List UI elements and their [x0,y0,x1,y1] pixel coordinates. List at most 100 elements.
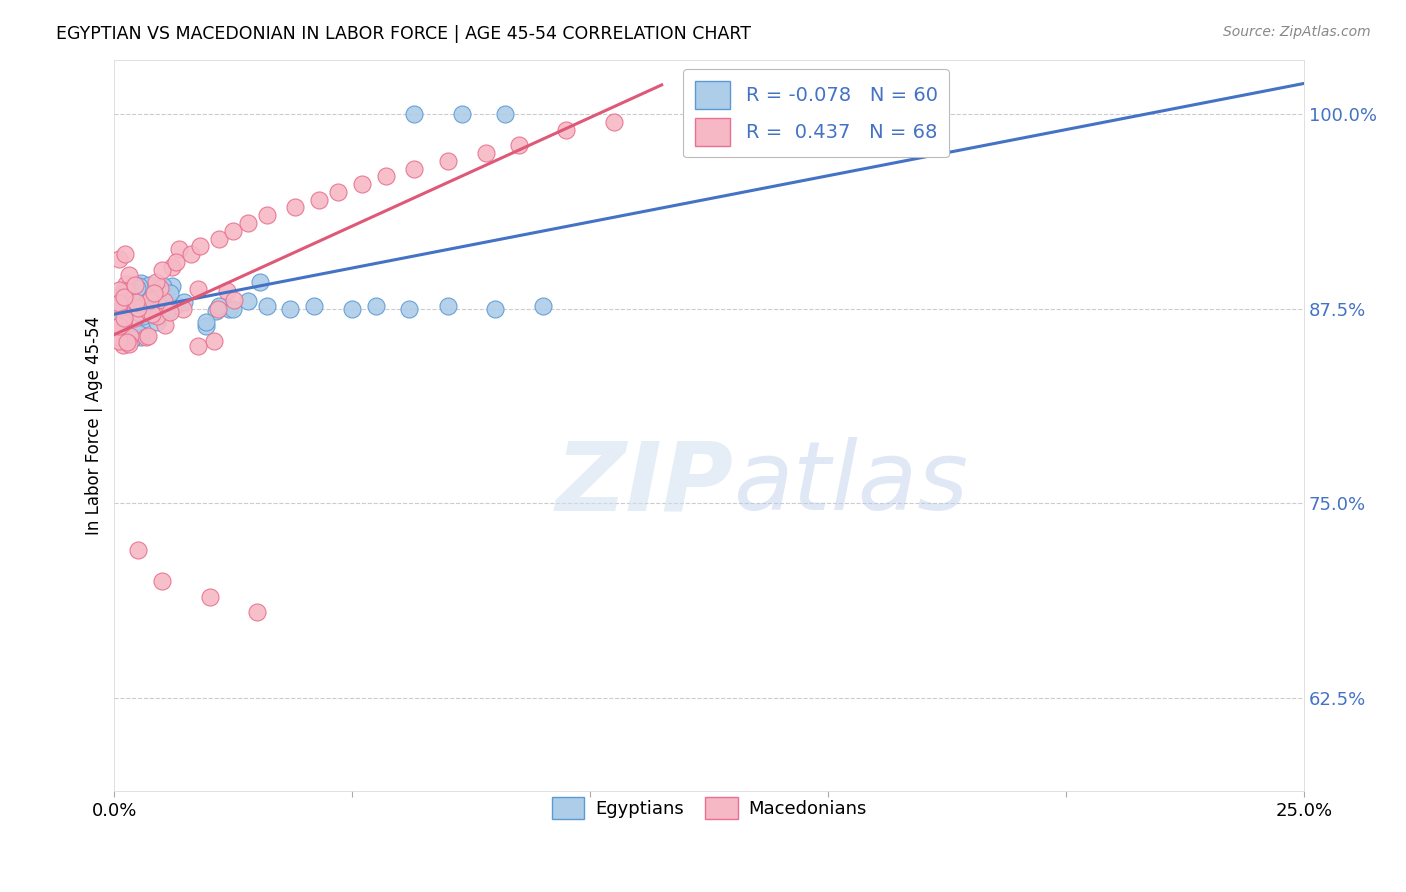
Point [139,293,162,307]
Point [246,605,269,619]
Point [494,107,516,121]
Point [284,201,307,215]
Point [135,303,157,318]
Point [112,283,135,297]
Point [194,319,217,334]
Point [165,298,187,312]
Point [108,329,131,343]
Point [256,299,278,313]
Point [404,107,426,121]
Point [484,301,506,316]
Point [108,319,131,334]
Point [129,276,152,290]
Point [138,277,160,292]
Point [218,301,240,316]
Point [108,313,131,327]
Point [108,297,131,311]
Point [187,339,209,353]
Point [108,283,131,297]
Point [128,279,150,293]
Point [125,295,148,310]
Point [141,307,163,321]
Point [404,161,426,176]
Point [115,296,138,310]
Point [222,301,245,316]
Point [129,330,152,344]
Point [150,574,173,588]
Point [108,252,131,266]
Point [131,310,153,324]
Text: atlas: atlas [733,437,969,531]
Point [224,293,246,307]
Point [205,303,228,318]
Point [304,299,326,313]
Point [165,255,187,269]
Point [108,296,131,310]
Y-axis label: In Labor Force | Age 45-54: In Labor Force | Age 45-54 [86,316,103,535]
Point [207,302,229,317]
Point [152,279,174,293]
Point [145,315,167,329]
Point [117,337,139,351]
Point [603,115,626,129]
Point [256,208,278,222]
Point [115,284,138,298]
Point [172,302,194,317]
Point [249,275,271,289]
Point [153,318,176,332]
Point [150,262,173,277]
Point [112,311,135,326]
Point [134,299,156,313]
Point [136,328,159,343]
Point [156,305,179,319]
Point [146,310,169,324]
Point [160,278,183,293]
Point [215,284,238,298]
Point [121,332,143,346]
Point [108,334,131,348]
Point [436,299,458,313]
Point [326,185,349,199]
Text: Source: ZipAtlas.com: Source: ZipAtlas.com [1223,25,1371,39]
Point [143,308,166,322]
Point [143,286,166,301]
Point [115,277,138,292]
Point [149,281,172,295]
Point [132,311,155,326]
Point [474,146,496,161]
Point [108,308,131,322]
Point [222,224,245,238]
Point [194,315,217,329]
Point [188,239,211,253]
Point [145,275,167,289]
Point [202,334,225,348]
Point [118,291,141,305]
Point [129,291,152,305]
Point [127,301,149,315]
Point [555,122,578,136]
Point [112,290,135,304]
Point [108,299,131,313]
Point [531,299,554,313]
Point [208,232,231,246]
Point [180,247,202,261]
Point [198,590,221,604]
Point [120,300,142,314]
Point [124,278,146,293]
Point [159,285,181,300]
Point [125,305,148,319]
Point [366,299,388,313]
Legend: Egyptians, Macedonians: Egyptians, Macedonians [544,789,875,826]
Point [308,193,330,207]
Point [117,334,139,349]
Point [114,246,136,260]
Text: ZIP: ZIP [555,437,733,531]
Point [280,301,302,316]
Point [127,543,149,558]
Point [187,282,209,296]
Point [112,290,135,304]
Point [398,301,420,316]
Point [127,281,149,295]
Text: EGYPTIAN VS MACEDONIAN IN LABOR FORCE | AGE 45-54 CORRELATION CHART: EGYPTIAN VS MACEDONIAN IN LABOR FORCE | … [56,25,751,43]
Point [112,312,135,326]
